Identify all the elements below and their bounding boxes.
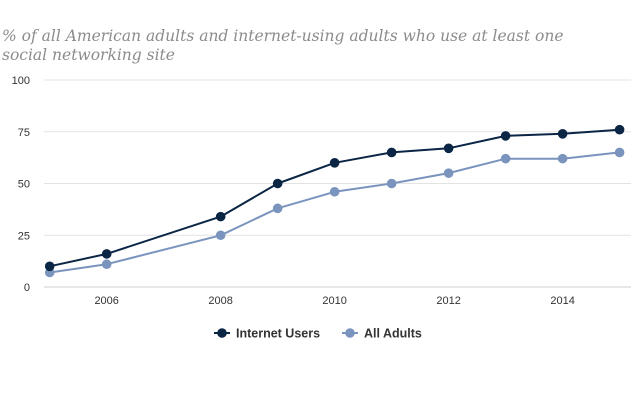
data-point-internet-users [329,158,340,168]
x-tick-label: 2008 [208,295,232,307]
series-layer [44,124,625,278]
y-tick-label: 0 [24,282,30,294]
data-point-all-adults [101,259,112,270]
x-tick-label: 2006 [94,295,118,307]
legend-label-internet-users: Internet Users [236,327,320,341]
y-axis: 0 25 50 75 100 [12,75,30,294]
data-point-internet-users [443,143,454,154]
data-point-internet-users [500,131,511,141]
x-tick-label: 2014 [550,295,574,307]
y-tick-label: 50 [18,179,30,191]
data-point-internet-users [101,249,112,259]
y-tick-label: 100 [12,75,30,87]
x-axis: 2006 2008 2010 2012 2014 [94,295,574,307]
series-line-internet-users [48,128,621,268]
data-point-internet-users [386,147,397,158]
legend-label-all-adults: All Adults [364,327,422,341]
legend-marker-internet-users [217,328,227,338]
legend-marker-all-adults [345,328,355,338]
data-point-internet-users [215,211,226,222]
grid-layer [44,79,631,288]
legend: Internet Users All Adults [214,327,422,341]
data-point-all-adults [329,186,340,197]
data-point-internet-users [614,124,625,135]
data-point-all-adults [614,147,625,158]
data-point-all-adults [215,230,226,241]
data-point-internet-users [44,261,55,272]
data-point-internet-users [272,178,283,189]
x-tick-label: 2012 [436,295,460,307]
data-point-internet-users [557,129,568,139]
data-point-all-adults [272,203,283,214]
chart-title: % of all American adults and internet-us… [2,27,564,64]
y-tick-label: 75 [18,127,30,139]
data-point-all-adults [386,178,397,189]
data-point-all-adults [443,168,454,178]
data-point-all-adults [557,153,568,164]
series-line-all-adults [48,151,621,274]
data-point-all-adults [500,153,511,164]
x-tick-label: 2010 [322,295,346,307]
y-tick-label: 25 [18,230,30,242]
